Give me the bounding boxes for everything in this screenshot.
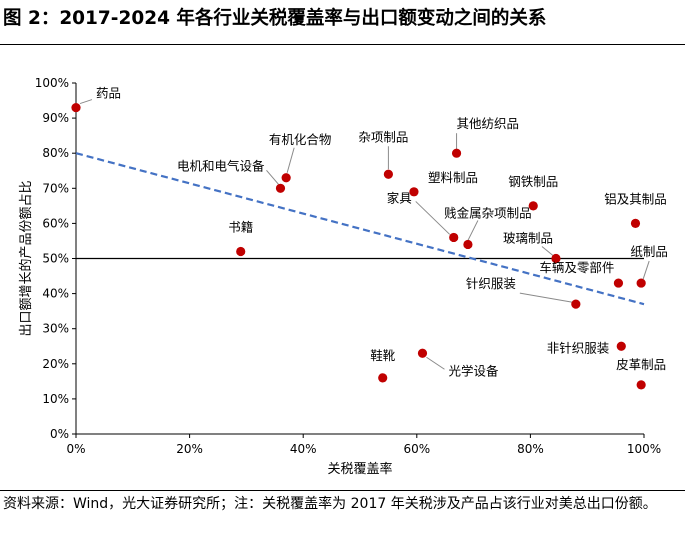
x-tick-label: 80% [517, 442, 544, 456]
y-tick-label: 0% [50, 427, 69, 441]
point-label: 光学设备 [448, 363, 499, 378]
y-tick-label: 20% [42, 357, 69, 371]
y-tick-label: 40% [42, 287, 69, 301]
data-point [630, 218, 641, 228]
point-label: 钢铁制品 [508, 174, 558, 189]
data-point [449, 232, 459, 243]
leader-line [467, 220, 479, 241]
point-label: 纸制品 [630, 244, 668, 259]
data-point [281, 173, 291, 183]
x-tick-label: 0% [66, 442, 85, 456]
data-point [616, 341, 626, 351]
y-tick-label: 30% [42, 322, 69, 336]
figure-title: 图 2：2017-2024 年各行业关税覆盖率与出口额变动之间的关系 [3, 8, 547, 29]
data-point [613, 278, 624, 288]
data-point [636, 380, 646, 390]
leader-line [541, 246, 554, 256]
data-point [409, 187, 419, 197]
point-label: 杂项制品 [358, 129, 408, 144]
data-point [528, 201, 538, 211]
point-label: 电机和电气设备 [177, 158, 265, 173]
y-tick-label: 10% [42, 392, 69, 406]
trendline [75, 152, 645, 306]
leader-line [286, 147, 295, 173]
source-note: 资料来源：Wind，光大证券研究所；注：关税覆盖率为 2017 年关税涉及产品占… [3, 496, 657, 512]
y-axis-title: 出口额增长的产品份额占比 [18, 180, 34, 336]
point-label: 塑料制品 [428, 170, 478, 185]
point-label: 非针织服装 [547, 340, 610, 355]
point-label: 有机化合物 [269, 132, 332, 147]
x-axis-title: 关税覆盖率 [327, 461, 392, 477]
y-tick-label: 70% [42, 181, 69, 195]
data-point [236, 246, 246, 257]
x-tick-label: 100% [627, 442, 661, 456]
data-point [275, 183, 286, 193]
point-label: 鞋靴 [370, 348, 396, 363]
data-point [571, 299, 581, 309]
data-point [463, 239, 473, 250]
leader-line [642, 260, 650, 280]
leader-line [79, 99, 93, 105]
data-point [451, 148, 462, 158]
y-tick-label: 80% [42, 146, 69, 160]
point-label: 皮革制品 [616, 357, 666, 372]
point-label: 贱金属杂项制品 [444, 205, 532, 220]
point-label: 其他纺织品 [457, 116, 520, 131]
data-point [417, 348, 428, 358]
point-label: 家具 [387, 190, 413, 205]
leader-line [266, 169, 279, 185]
point-label: 药品 [96, 86, 121, 101]
point-label: 书籍 [228, 219, 253, 234]
leader-line [519, 292, 572, 303]
y-tick-label: 60% [42, 216, 69, 230]
x-tick-label: 40% [290, 442, 317, 456]
point-label: 玻璃制品 [503, 231, 553, 246]
data-point [378, 373, 388, 383]
data-point [636, 278, 646, 288]
top-rule [0, 44, 685, 45]
point-label: 针织服装 [466, 276, 516, 291]
x-tick-label: 20% [176, 442, 203, 456]
leader-line [415, 201, 451, 235]
y-tick-label: 100% [35, 76, 69, 90]
x-tick-label: 60% [403, 442, 430, 456]
bottom-rule [0, 490, 685, 491]
leader-line [426, 356, 445, 370]
point-label: 车辆及零部件 [539, 260, 614, 275]
y-tick-label: 50% [42, 252, 69, 266]
data-point [551, 253, 561, 264]
data-point [383, 169, 393, 179]
data-point [71, 102, 81, 113]
point-label: 铝及其制品 [604, 191, 667, 206]
y-tick-label: 90% [42, 111, 69, 125]
